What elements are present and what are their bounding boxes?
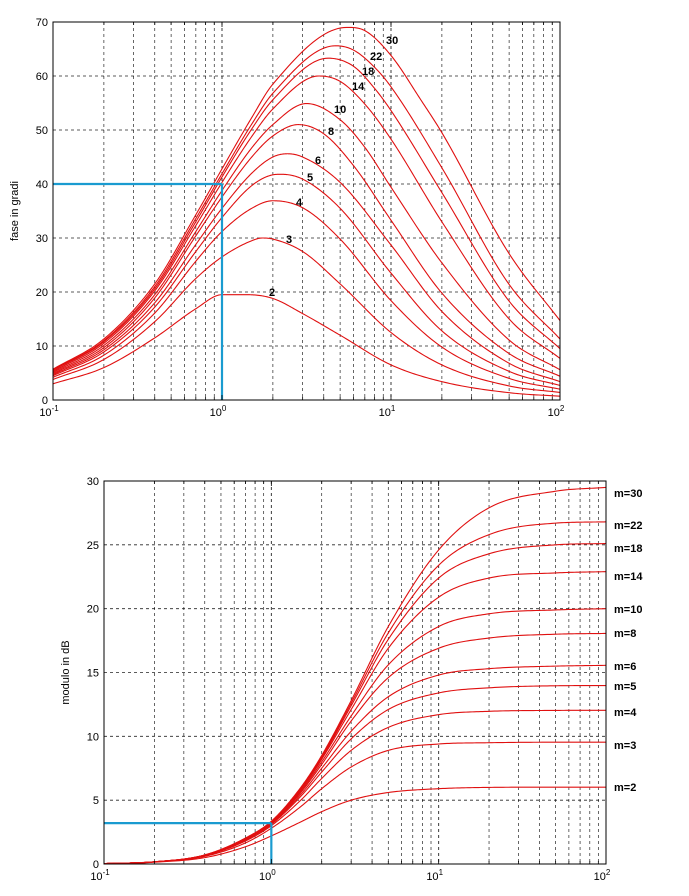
x-tick-label: 100 bbox=[210, 404, 227, 419]
curve-label-m-5: m=5 bbox=[614, 681, 636, 693]
curve-label-10: 10 bbox=[334, 104, 346, 116]
curve-label-5: 5 bbox=[307, 172, 313, 184]
curve-label-m-18: m=18 bbox=[614, 543, 642, 555]
magnitude-chart: 0 5 10 15 20 25 30 10-1 100 101 102 modulo in dB m=2… bbox=[60, 476, 643, 883]
curve-label-30: 30 bbox=[386, 35, 398, 47]
series-line-30 bbox=[52, 26, 561, 370]
curve-label-m-2: m=2 bbox=[614, 782, 636, 794]
y-tick-label: 5 bbox=[93, 795, 99, 807]
grid bbox=[53, 22, 560, 400]
y-axis-label: fase in gradi bbox=[9, 181, 21, 241]
curve-label-8: 8 bbox=[328, 126, 334, 138]
curve-label-m-8: m=8 bbox=[614, 628, 636, 640]
series-line-m-2 bbox=[103, 786, 606, 865]
curve-label-6: 6 bbox=[315, 155, 321, 167]
y-tick-label: 25 bbox=[87, 540, 99, 552]
series-line-22 bbox=[52, 45, 561, 371]
axes-frame bbox=[52, 21, 561, 401]
curve-label-m-10: m=10 bbox=[614, 604, 642, 616]
y-tick-label: 20 bbox=[87, 604, 99, 616]
series-line-4 bbox=[52, 200, 561, 390]
series-line-8 bbox=[52, 124, 561, 377]
x-tick-label: 100 bbox=[259, 868, 276, 883]
curve-label-m-6: m=6 bbox=[614, 661, 636, 673]
curve-label-2: 2 bbox=[269, 287, 275, 299]
x-tick-label: 10-1 bbox=[39, 404, 59, 419]
curves bbox=[103, 486, 607, 865]
y-tick-label: 15 bbox=[87, 668, 99, 680]
curve-label-3: 3 bbox=[286, 234, 292, 246]
y-tick-label: 0 bbox=[42, 395, 48, 407]
y-tick-label: 10 bbox=[87, 731, 99, 743]
x-tick-label: 10-1 bbox=[90, 868, 110, 883]
series-line-14 bbox=[52, 75, 561, 372]
curve-label-18: 18 bbox=[362, 66, 374, 78]
x-tick-label: 102 bbox=[594, 868, 611, 883]
y-tick-label: 60 bbox=[36, 71, 48, 83]
curve-label-4: 4 bbox=[296, 197, 303, 209]
curve-label-m-14: m=14 bbox=[614, 571, 643, 583]
series-line-3 bbox=[52, 237, 561, 393]
series-line-5 bbox=[52, 173, 561, 386]
series-line-6 bbox=[52, 153, 561, 383]
curve-label-m-22: m=22 bbox=[614, 520, 642, 532]
curve-label-m-3: m=3 bbox=[614, 740, 636, 752]
y-tick-label: 20 bbox=[36, 287, 48, 299]
curve-label-m-30: m=30 bbox=[614, 488, 642, 500]
curves bbox=[52, 26, 561, 397]
y-tick-label: 70 bbox=[36, 17, 48, 29]
y-tick-label: 30 bbox=[87, 476, 99, 488]
x-tick-label: 101 bbox=[379, 404, 396, 419]
y-tick-label: 0 bbox=[93, 859, 99, 871]
axes-frame bbox=[103, 480, 607, 865]
curve-label-14: 14 bbox=[352, 81, 365, 93]
series-line-10 bbox=[52, 102, 561, 373]
series-line-2 bbox=[52, 294, 561, 397]
y-tick-label: 10 bbox=[36, 341, 48, 353]
curve-label-m-4: m=4 bbox=[614, 707, 637, 719]
plot-area bbox=[104, 481, 606, 864]
y-tick-label: 30 bbox=[36, 233, 48, 245]
x-tick-label: 101 bbox=[426, 868, 443, 883]
series-line-18 bbox=[52, 57, 561, 371]
curve-label-22: 22 bbox=[370, 51, 382, 63]
y-axis-label: modulo in dB bbox=[60, 640, 72, 704]
x-tick-label: 102 bbox=[548, 404, 565, 419]
y-tick-label: 40 bbox=[36, 179, 48, 191]
series-line-m-30 bbox=[103, 486, 607, 865]
grid bbox=[104, 481, 606, 864]
y-tick-label: 50 bbox=[36, 125, 48, 137]
